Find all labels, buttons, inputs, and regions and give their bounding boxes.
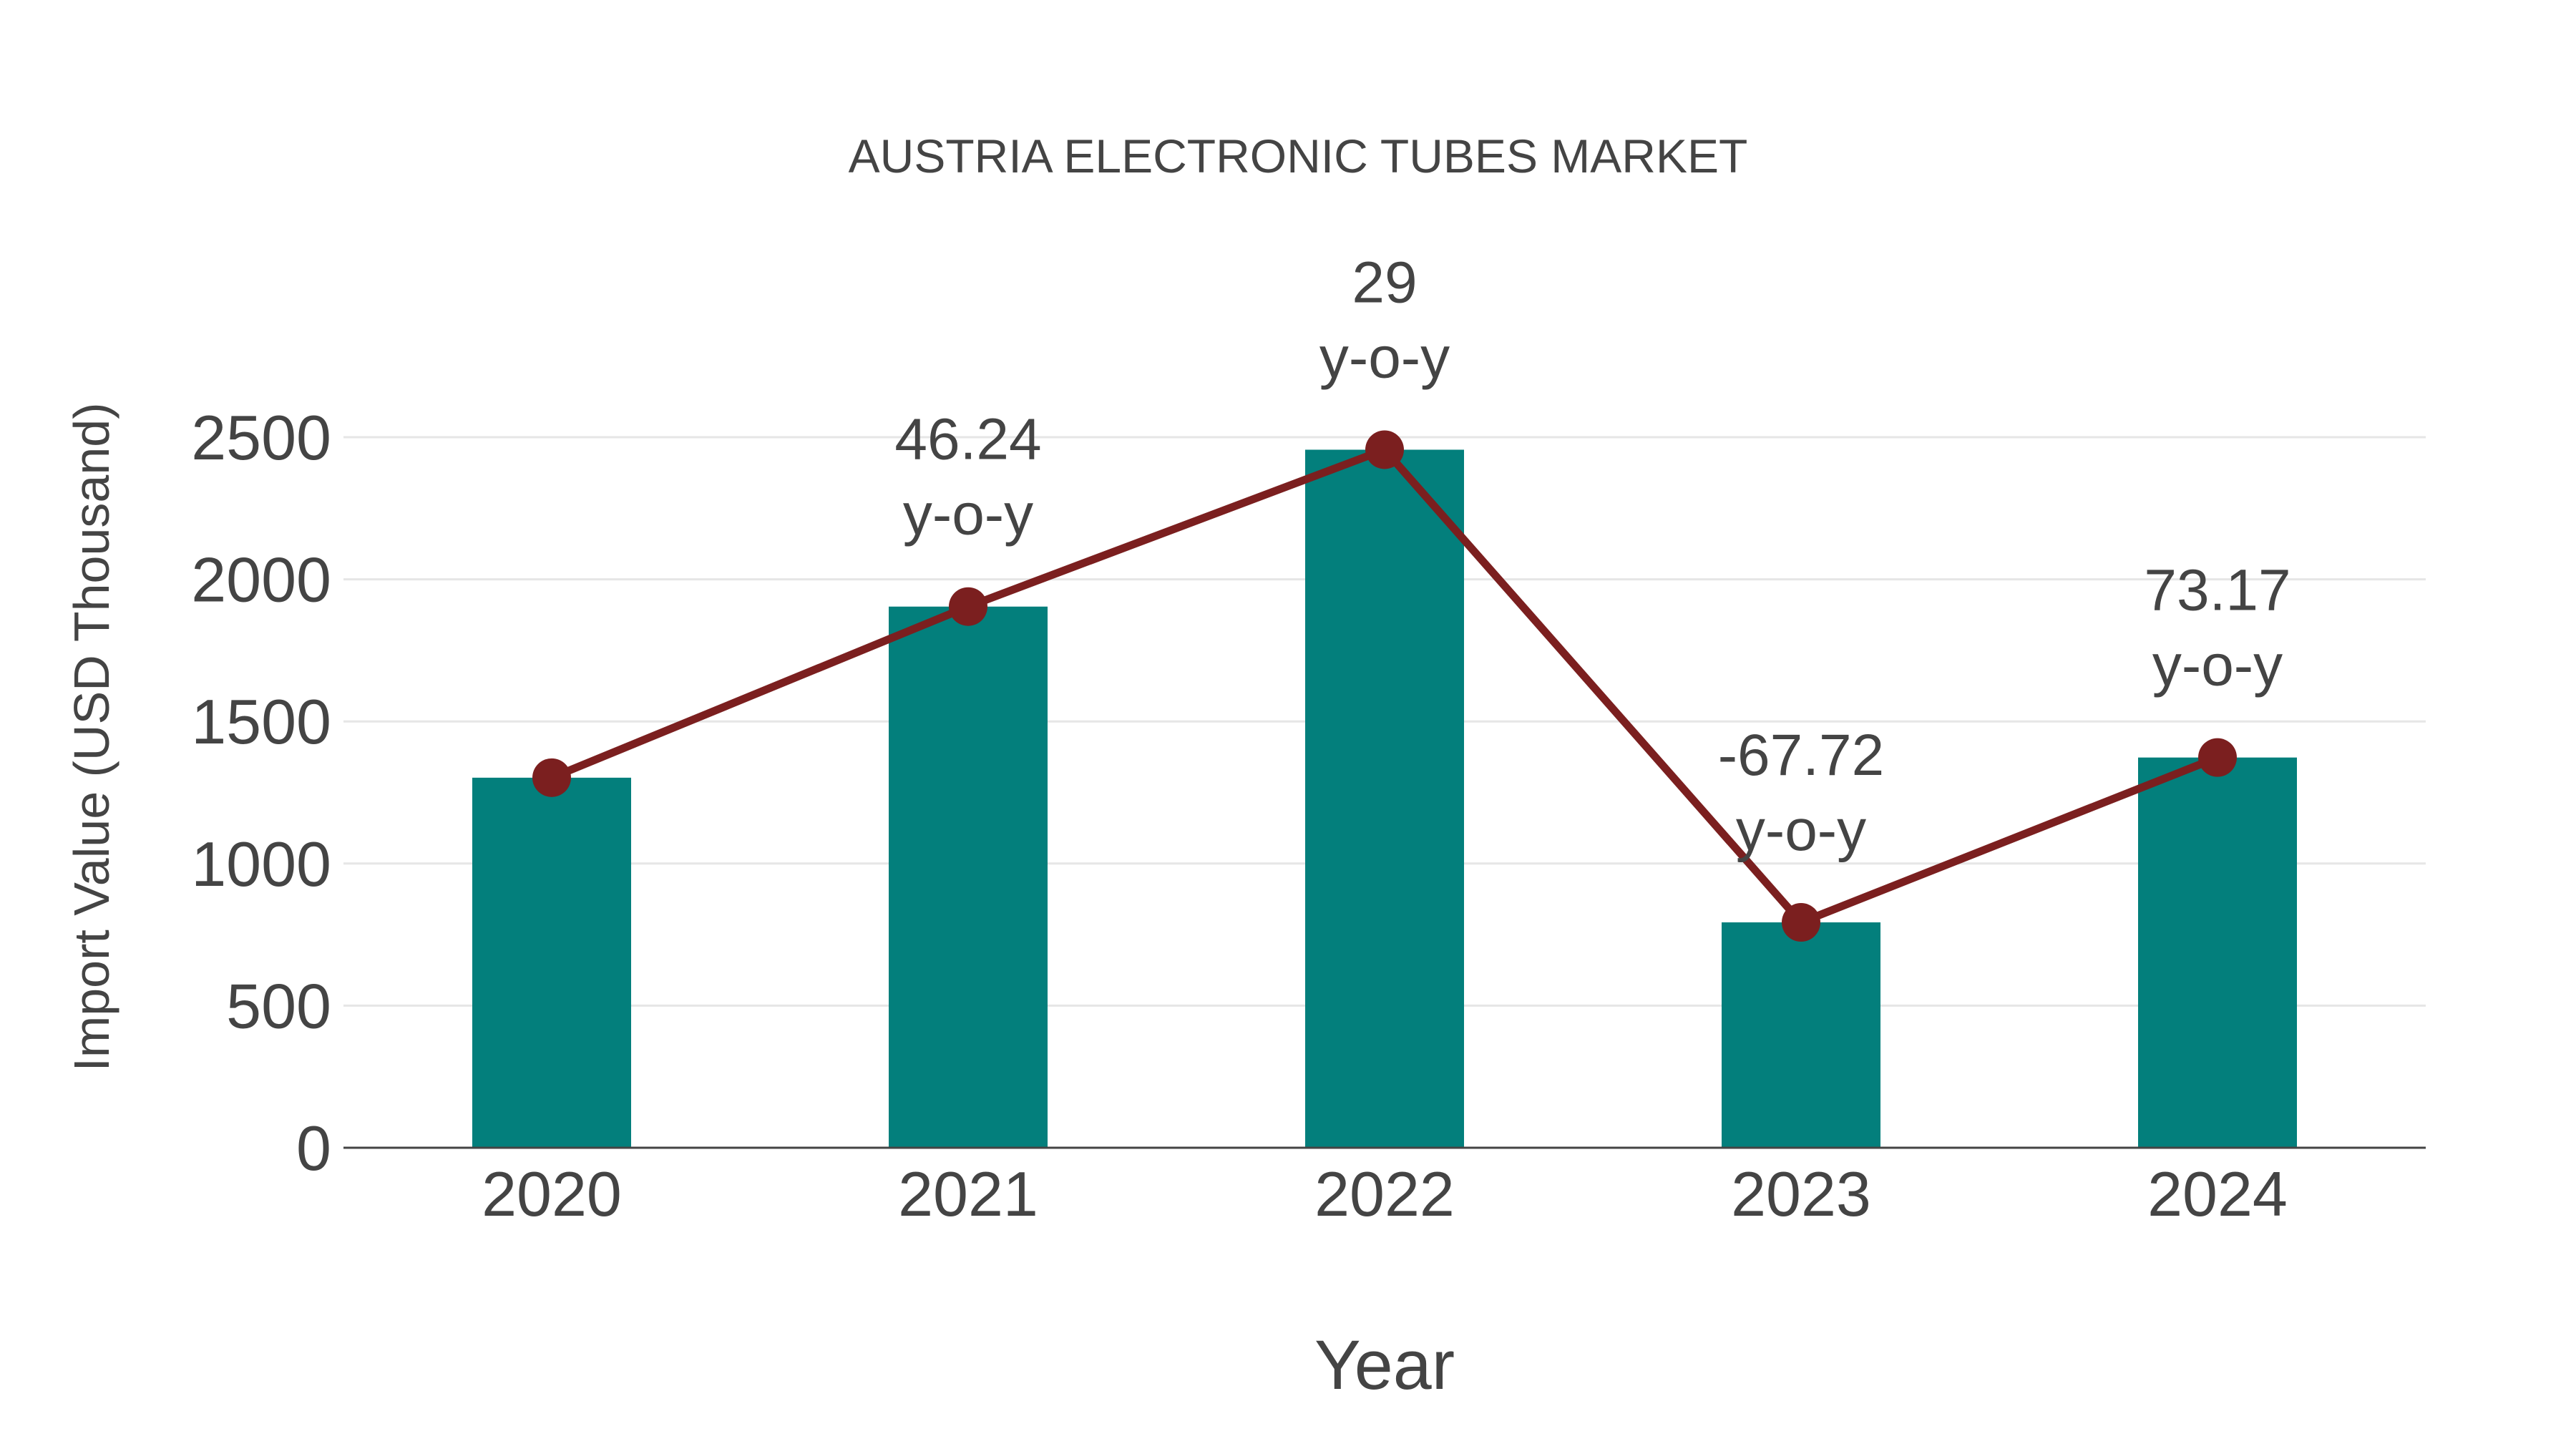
bar-series [472,449,2297,1148]
marker-2023 [1782,903,1820,942]
marker-2022 [1365,430,1404,469]
x-axis-ticks: 2020 2021 2022 2023 2024 [482,1158,2288,1229]
chart-title: AUSTRIA ELECTRONIC TUBES MARKET [849,130,1748,182]
yoy-value: 46.24 [894,407,1041,472]
x-tick-label: 2022 [1314,1158,1455,1229]
x-tick-label: 2024 [2147,1158,2288,1229]
y-tick-label: 0 [296,1113,331,1184]
bar-2024 [2138,757,2297,1148]
x-tick-label: 2021 [898,1158,1038,1229]
marker-2020 [532,758,571,797]
yoy-value: -67.72 [1718,723,1885,788]
bar-2022 [1305,449,1464,1148]
y-tick-label: 2000 [191,545,331,615]
yoy-value: 73.17 [2144,558,2290,623]
line-series [532,430,2237,942]
bar-2023 [1722,922,1880,1148]
marker-2021 [949,587,987,626]
yoy-suffix: y-o-y [2152,633,2283,698]
yoy-annotations: 46.24 y-o-y 29 y-o-y -67.72 y-o-y 73.17 y-o-y [894,250,2290,863]
y-axis-ticks: 0 500 1000 1500 2000 2500 [191,402,331,1184]
y-tick-label: 1000 [191,829,331,899]
marker-2024 [2198,738,2237,777]
y-axis-title: Import Value (USD Thousand) [64,402,119,1071]
y-tick-label: 1500 [191,686,331,757]
yoy-suffix: y-o-y [903,482,1033,547]
bar-2020 [472,777,631,1148]
y-tick-label: 2500 [191,402,331,473]
x-tick-label: 2023 [1731,1158,1871,1229]
x-tick-label: 2020 [482,1158,622,1229]
y-tick-label: 500 [226,970,331,1041]
yoy-suffix: y-o-y [1736,798,1866,863]
yoy-suffix: y-o-y [1319,325,1450,390]
yoy-value: 29 [1352,250,1417,315]
bar-2021 [889,606,1048,1148]
x-axis-title: Year [1314,1326,1455,1404]
